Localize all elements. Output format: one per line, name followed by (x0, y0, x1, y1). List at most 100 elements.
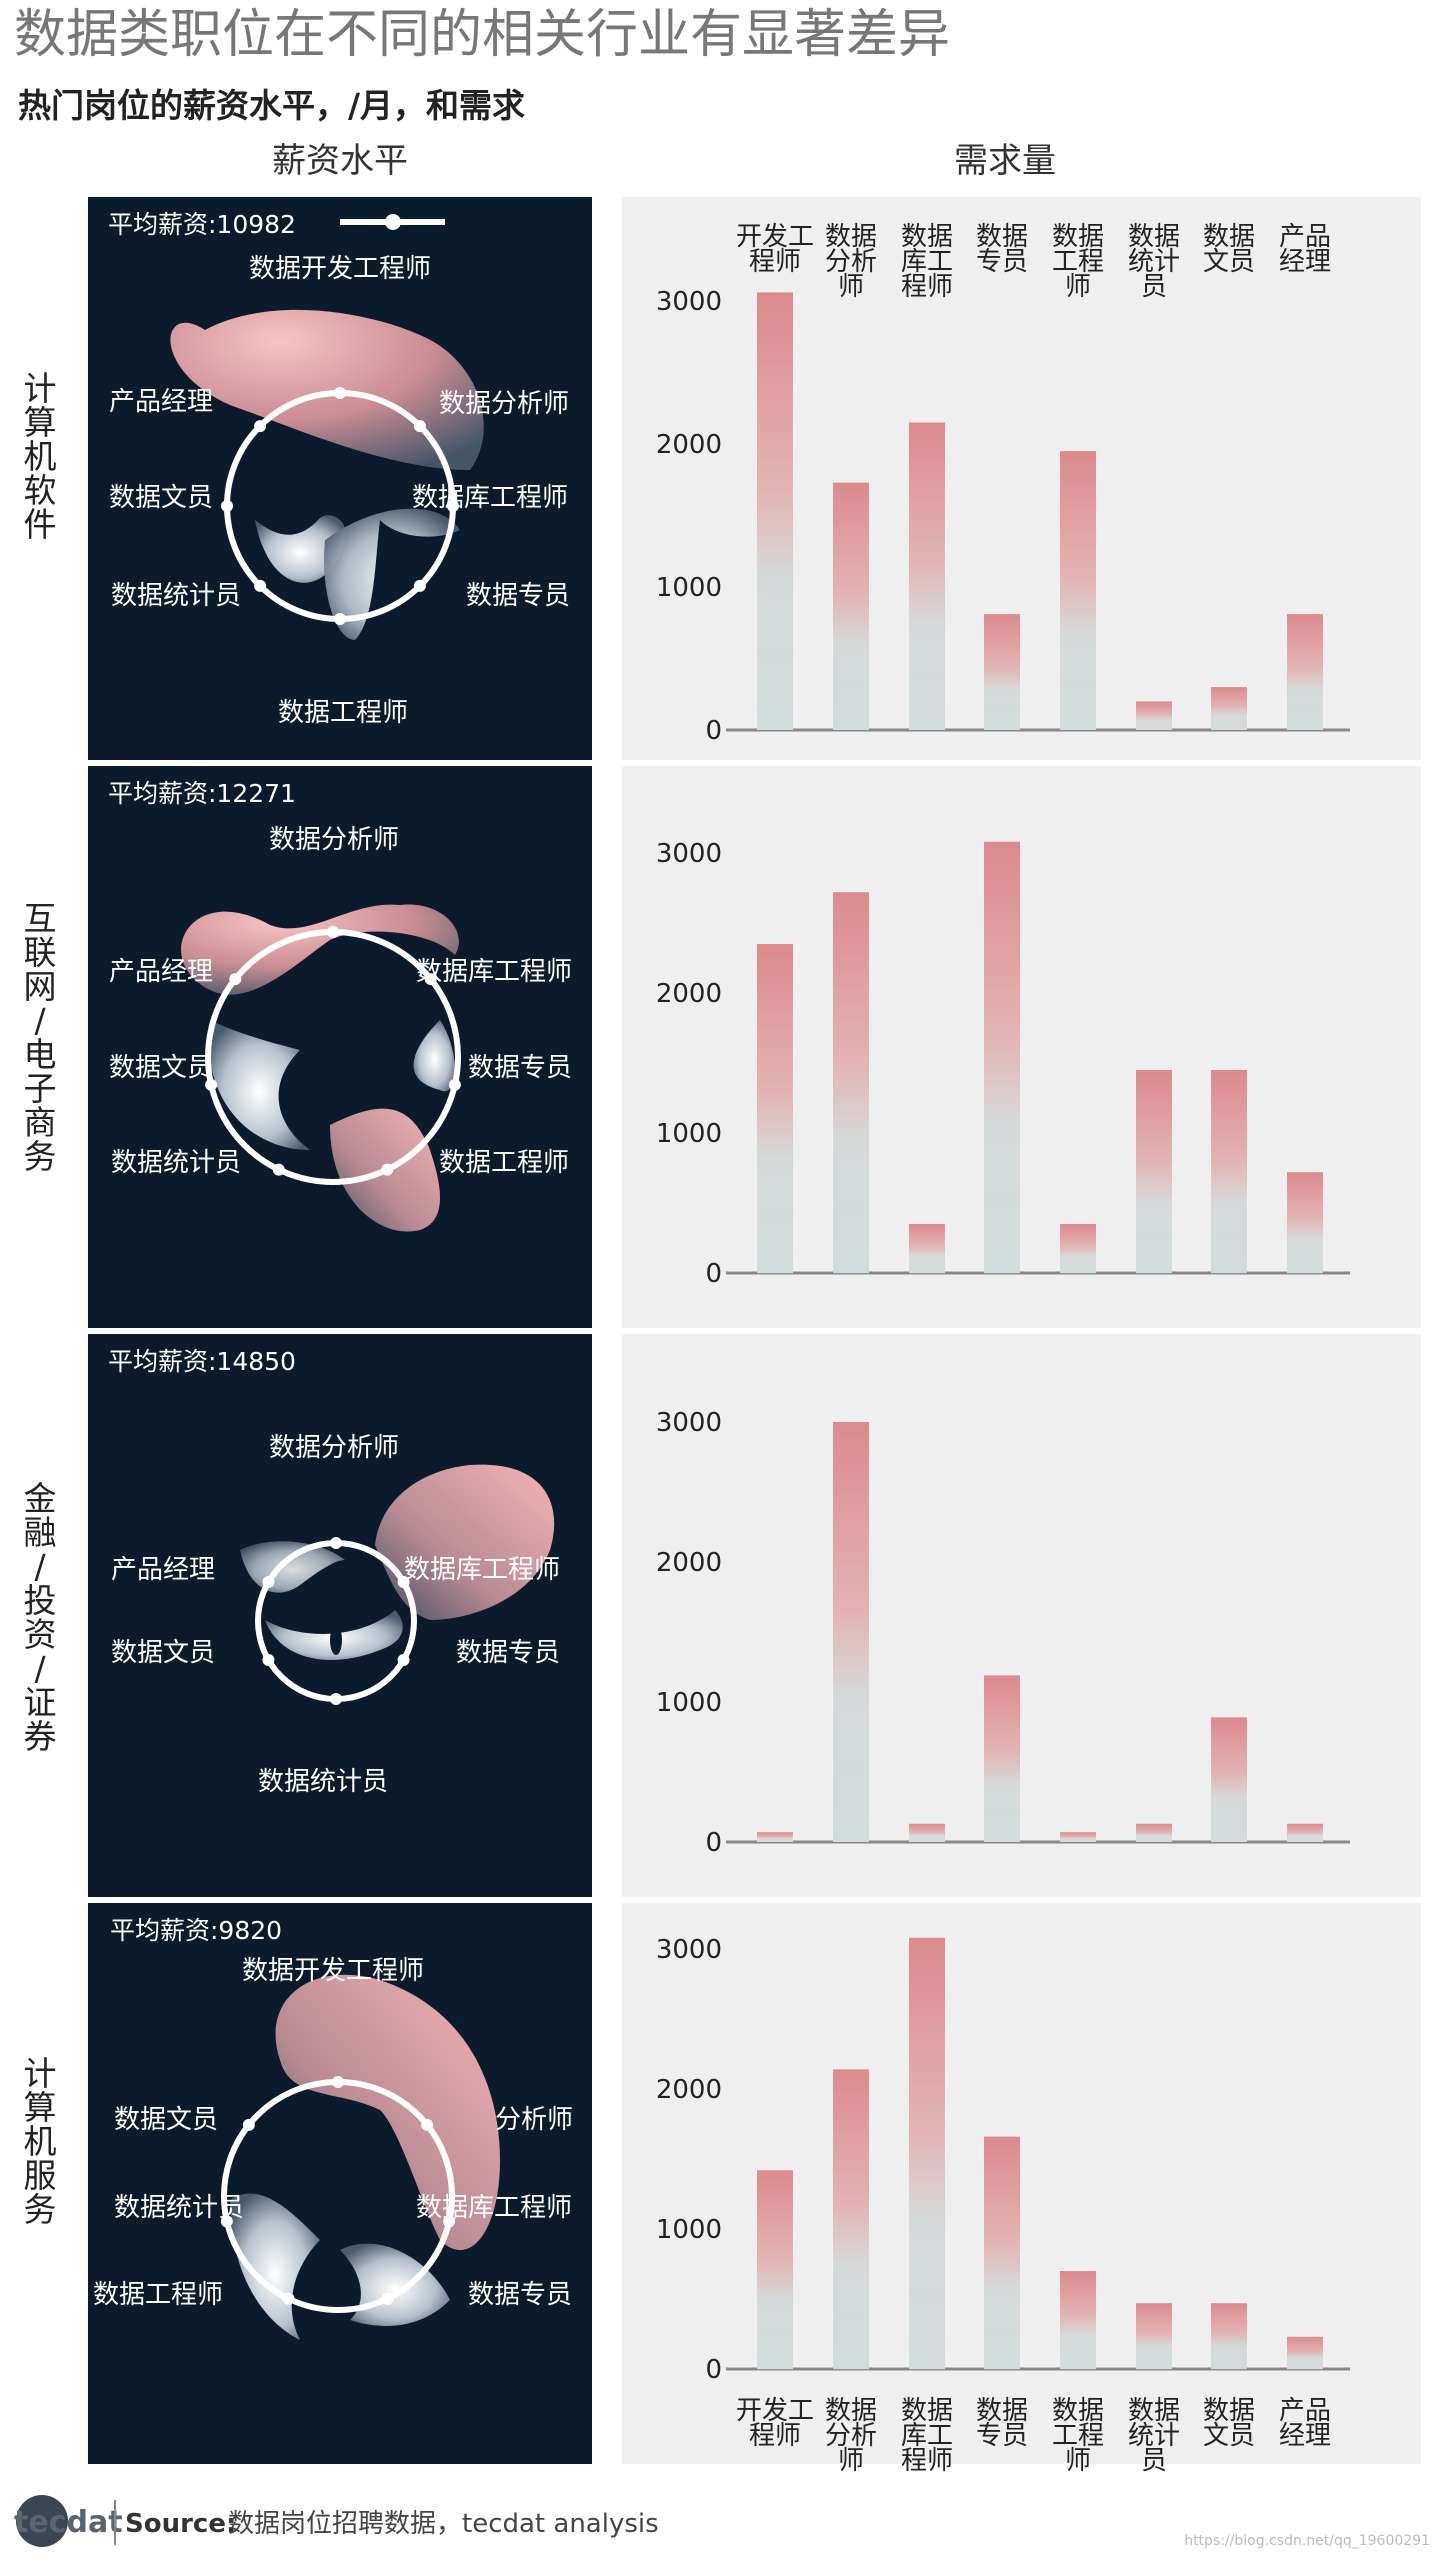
y-tick-label: 3000 (656, 839, 722, 869)
radar-label: 数据文员 (114, 2105, 218, 2135)
radar-vertex-dot (381, 1163, 394, 1176)
salary-blob (240, 1464, 555, 1660)
radar-vertex-dot (332, 2076, 344, 2088)
radar-vertex-dot (282, 2292, 295, 2305)
radar-vertex-dot (334, 387, 346, 399)
category-label: 数据分析师 (825, 2396, 877, 2476)
bar (984, 614, 1020, 730)
radar-vertex-dot (424, 973, 437, 986)
radar-label: 数据文员 (111, 1638, 215, 1668)
radar-vertex-dot (421, 2118, 434, 2131)
radar-vertex-dot (229, 973, 242, 986)
radar-label: 产品经理 (111, 1555, 215, 1585)
industry-label: 计算机服务 (24, 2054, 57, 2229)
avg-salary-label: 平均薪资:9820 (110, 1916, 282, 1945)
radar-vertex-dot (330, 1693, 342, 1705)
bar (1287, 614, 1323, 730)
bar (1060, 451, 1096, 730)
radar-vertex-dot (397, 1576, 410, 1588)
salary-blob (170, 309, 484, 640)
radar-vertex-dots (220, 2076, 456, 2305)
bar-panel: 0 1000 2000 3000 (622, 1334, 1421, 1897)
y-tick-label: 1000 (656, 573, 722, 603)
radar-label: 数据统计员 (111, 581, 241, 611)
bar (1211, 687, 1247, 730)
radar-label: 数据分析师 (269, 1433, 399, 1463)
radar-vertex-dot (381, 2292, 394, 2305)
radar-vertex-dot (330, 1537, 342, 1549)
radar-label: 数据文员 (109, 483, 213, 513)
radar-label: 数据库工程师 (416, 957, 572, 987)
bar (833, 892, 869, 1273)
source-text: 数据岗位招聘数据，tecdat analysis (228, 2509, 659, 2539)
category-label: 数据分析师 (825, 222, 877, 302)
bar (1060, 1832, 1096, 1842)
radar-label: 数据专员 (468, 1053, 572, 1083)
y-tick-label: 0 (705, 716, 722, 746)
radar-label: 数据工程师 (93, 2280, 223, 2310)
category-label: 开发工程师 (736, 222, 814, 277)
radar-vertex-dot (205, 1078, 218, 1091)
bar-panel: 0100020003000开发工程师数据分析师数据库工程师数据专员数据工程师数据… (622, 197, 1421, 760)
svg-text:金融/投资/证券: 金融/投资/证券 (24, 1479, 57, 1756)
svg-text:计算机软件: 计算机软件 (24, 369, 57, 544)
bar (833, 2069, 869, 2369)
bar (1060, 1224, 1096, 1273)
bar (984, 841, 1020, 1273)
category-label: 产品经理 (1279, 2396, 1331, 2451)
bar (1287, 1172, 1323, 1273)
bar (1060, 2271, 1096, 2369)
radar-label: 数据开发工程师 (242, 1956, 424, 1986)
radar-label: 数据统计员 (258, 1767, 388, 1797)
category-label: 数据统计员 (1128, 2396, 1180, 2476)
bar (1211, 1070, 1247, 1273)
y-tick-label: 2000 (656, 1548, 722, 1578)
radar-vertex-dot (262, 1654, 275, 1666)
radar-label: 数据统计员 (111, 1148, 241, 1178)
footer: tecdat Source: 数据岗位招聘数据，tecdat analysis … (14, 2495, 1430, 2549)
y-tick-label: 0 (705, 1828, 722, 1858)
category-label: 数据文员 (1203, 2396, 1255, 2451)
radar-vertex-dot (334, 613, 346, 625)
y-tick-label: 2000 (656, 2075, 722, 2105)
radar-vertex-dot (413, 579, 426, 592)
radar-vertex-dot (242, 2118, 255, 2131)
radar-panel: 平均薪资:14850 数据分析师 数据库工程师 数据专员 数据统计员 数据文员 … (88, 1334, 592, 1897)
avg-salary-legend-marker (340, 214, 445, 230)
category-label: 数据库工程师 (901, 2396, 953, 2476)
radar-label: 数据库工程师 (404, 1555, 560, 1585)
svg-text:计算机服务: 计算机服务 (24, 2054, 57, 2229)
bar (833, 1422, 869, 1842)
radar-vertex-dots (262, 1537, 410, 1705)
industry-label: 计算机软件 (24, 369, 57, 544)
category-label: 产品经理 (1279, 222, 1331, 277)
avg-salary-label: 平均薪资:12271 (108, 779, 296, 808)
radar-vertex-dot (397, 1654, 410, 1666)
bar (1211, 1717, 1247, 1842)
watermark: https://blog.csdn.net/qq_19600291 (1184, 2533, 1430, 2549)
radar-label: 数据工程师 (439, 1148, 569, 1178)
category-label: 数据文员 (1203, 222, 1255, 277)
radar-label: 数据开发工程师 (249, 254, 431, 284)
radar-panel: 平均薪资:10982 数据开发工程师 数据分析师 数据库工程师 数据专员 数据工… (88, 197, 592, 760)
radar-label: 数据库工程师 (416, 2193, 572, 2223)
radar-label: 数据专员 (468, 2280, 572, 2310)
radar-vertex-dot (254, 420, 267, 433)
radar-vertex-dot (221, 500, 233, 512)
bar (909, 1937, 945, 2369)
radar-vertex-dot (254, 579, 267, 592)
radar-vertex-dot (272, 1163, 285, 1176)
radar-vertex-dot (220, 2215, 233, 2228)
bar (984, 1675, 1020, 1842)
y-tick-label: 1000 (656, 1119, 722, 1149)
bar (1136, 1070, 1172, 1273)
page-subtitle: 热门岗位的薪资水平，/月，和需求 (18, 86, 525, 125)
avg-salary-label: 平均薪资:10982 (108, 210, 296, 239)
bar (1211, 2303, 1247, 2369)
salary-column-header: 薪资水平 (272, 141, 408, 181)
radar-vertex-dot (448, 1078, 461, 1091)
y-tick-label: 3000 (656, 1408, 722, 1438)
radar-label: 数据分析师 (439, 389, 569, 419)
